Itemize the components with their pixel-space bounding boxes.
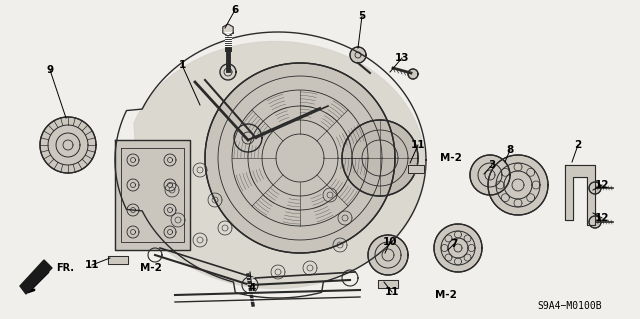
Text: 5: 5 — [358, 11, 365, 21]
Polygon shape — [40, 117, 96, 173]
Polygon shape — [589, 182, 601, 194]
Text: 13: 13 — [395, 53, 409, 63]
Text: FR.: FR. — [56, 263, 74, 273]
Text: 11: 11 — [385, 287, 399, 297]
Polygon shape — [488, 155, 548, 215]
Polygon shape — [220, 64, 236, 80]
Text: 1: 1 — [179, 60, 186, 70]
Text: M-2: M-2 — [140, 263, 162, 273]
Polygon shape — [589, 216, 601, 228]
Polygon shape — [470, 155, 510, 195]
Polygon shape — [205, 63, 395, 253]
Text: M-2: M-2 — [440, 153, 462, 163]
Text: 11: 11 — [84, 260, 99, 270]
Polygon shape — [342, 120, 418, 196]
Polygon shape — [108, 256, 128, 264]
Text: 8: 8 — [506, 145, 514, 155]
Text: 4: 4 — [248, 283, 256, 293]
Polygon shape — [368, 235, 408, 275]
Polygon shape — [350, 47, 366, 63]
Polygon shape — [565, 165, 595, 225]
Text: 10: 10 — [383, 237, 397, 247]
Polygon shape — [223, 24, 233, 36]
Text: 11: 11 — [411, 140, 425, 150]
Text: 3: 3 — [488, 160, 495, 170]
Text: 12: 12 — [595, 180, 609, 190]
Text: S9A4−M0100B: S9A4−M0100B — [538, 301, 602, 311]
Polygon shape — [115, 140, 190, 250]
Polygon shape — [408, 165, 424, 173]
Text: 2: 2 — [574, 140, 582, 150]
Polygon shape — [434, 224, 482, 272]
Text: M-2: M-2 — [435, 290, 457, 300]
Text: 6: 6 — [232, 5, 239, 15]
Text: 12: 12 — [595, 213, 609, 223]
Text: 7: 7 — [451, 239, 458, 249]
Polygon shape — [20, 260, 52, 294]
Polygon shape — [378, 280, 398, 288]
Polygon shape — [134, 41, 425, 288]
Text: 9: 9 — [47, 65, 54, 75]
Polygon shape — [408, 69, 418, 79]
